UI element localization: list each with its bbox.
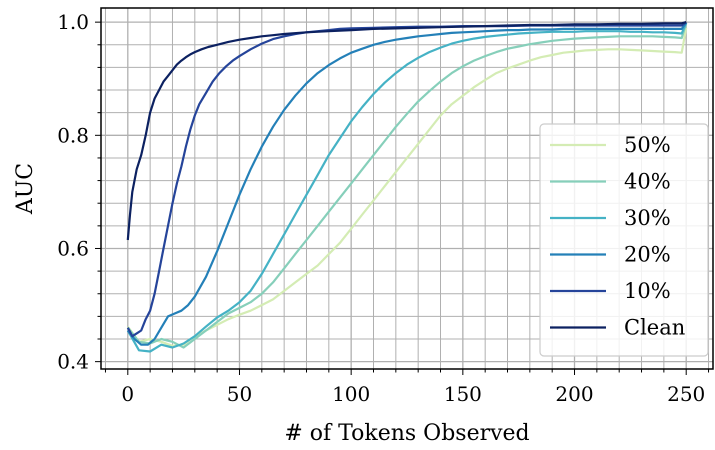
- legend-label: Clean: [624, 316, 685, 340]
- legend-label: 20%: [624, 243, 671, 267]
- y-axis-title: AUC: [13, 163, 38, 215]
- x-tick-label: 0: [121, 382, 134, 406]
- axis-ticks: 0 50 100 150 200 250 0.4 0.6 0.8 1.0: [57, 10, 710, 406]
- x-tick-label: 50: [227, 382, 252, 406]
- y-tick-label: 0.4: [57, 350, 89, 374]
- series-line: [126, 22, 688, 346]
- legend-label: 40%: [624, 170, 671, 194]
- x-tick-label: 150: [444, 382, 482, 406]
- x-tick-label: 200: [555, 382, 593, 406]
- legend-label: 50%: [624, 133, 671, 157]
- legend: 50% 40% 30% 20% 10% Clean: [539, 123, 709, 357]
- x-axis-title: # of Tokens Observed: [284, 421, 529, 446]
- series-line: [126, 22, 688, 353]
- series-line: [126, 22, 688, 349]
- series-lines: [126, 21, 688, 353]
- legend-label: 30%: [624, 206, 671, 230]
- series-line: [126, 21, 687, 241]
- y-tick-label: 0.8: [57, 123, 89, 147]
- y-tick-label: 1.0: [57, 10, 89, 34]
- x-tick-label: 250: [667, 382, 705, 406]
- legend-label: 10%: [624, 279, 671, 303]
- y-tick-label: 0.6: [57, 236, 89, 260]
- plot-frame: [100, 7, 714, 370]
- series-line: [126, 27, 688, 347]
- x-tick-label: 100: [332, 382, 370, 406]
